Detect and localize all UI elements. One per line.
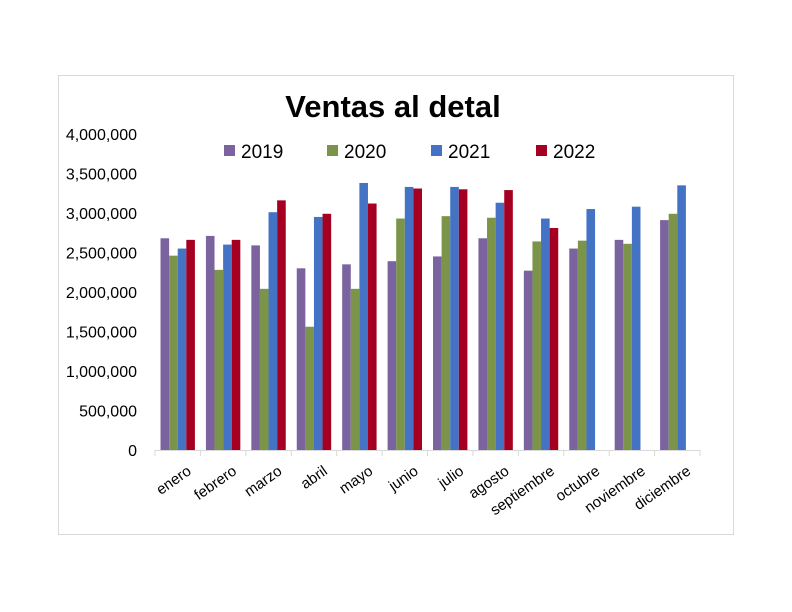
bar-2020-noviembre <box>623 243 632 450</box>
bar-2019-mayo <box>342 264 351 450</box>
legend-label-2021: 2021 <box>448 142 490 163</box>
legend-swatch-2019 <box>224 145 235 156</box>
bar-2021-noviembre <box>631 206 641 450</box>
bar-2019-junio <box>387 261 397 450</box>
legend-swatch-2022 <box>536 145 547 156</box>
legend-label-2022: 2022 <box>553 142 595 163</box>
y-axis: 0 500,000 1,000,000 1,500,000 2,000,000 2,500… <box>66 127 137 460</box>
bar-2020-marzo <box>259 288 269 450</box>
bar-2019-diciembre <box>660 220 669 450</box>
bar-2019-noviembre <box>614 239 624 450</box>
bar-2022-agosto <box>504 190 513 450</box>
bars <box>160 182 686 451</box>
bar-2019-octubre <box>569 248 578 450</box>
bar-2022-julio <box>458 189 468 451</box>
x-tick-label: junio <box>385 463 422 496</box>
y-tick-label: 3,500,000 <box>66 167 137 184</box>
y-tick-label: 2,000,000 <box>66 285 137 302</box>
x-tick-label: abril <box>298 463 331 493</box>
bar-2022-abril <box>322 213 332 450</box>
x-tick-label: julio <box>435 463 467 493</box>
y-tick-label: 4,000,000 <box>66 127 137 144</box>
chart-title: Ventas al detal <box>285 89 500 124</box>
bar-2021-febrero <box>223 244 232 450</box>
bar-2019-abril <box>296 268 306 450</box>
bar-2019-febrero <box>205 235 215 450</box>
bar-2022-septiembre <box>549 228 559 450</box>
y-tick-label: 1,000,000 <box>66 364 137 381</box>
legend-swatch-2021 <box>431 145 442 156</box>
bar-2020-agosto <box>487 217 496 450</box>
y-tick-label: 0 <box>128 443 137 460</box>
bar-2021-diciembre <box>677 185 686 450</box>
legend-label-2020: 2020 <box>344 142 386 163</box>
y-tick-label: 3,000,000 <box>66 206 137 223</box>
bar-2020-enero <box>169 255 178 450</box>
x-tick-label: febrero <box>191 463 240 504</box>
x-tick-label: enero <box>153 463 194 499</box>
bar-2020-abril <box>305 326 314 450</box>
x-tick-label: mayo <box>336 463 376 498</box>
bar-2021-abril <box>313 216 323 450</box>
y-tick-label: 2,500,000 <box>66 246 137 263</box>
bar-2019-enero <box>160 238 170 450</box>
bar-2021-junio <box>404 186 414 450</box>
legend-swatch-2020 <box>327 145 338 156</box>
legend: 2019 2020 2021 2022 <box>224 142 595 163</box>
bar-2021-enero <box>177 248 187 450</box>
y-tick-label: 500,000 <box>79 404 137 421</box>
bar-2020-febrero <box>214 269 224 450</box>
bar-2020-mayo <box>350 288 360 450</box>
bar-2019-septiembre <box>523 270 533 450</box>
bar-2020-diciembre <box>668 213 678 450</box>
bar-2021-octubre <box>586 209 596 450</box>
legend-label-2019: 2019 <box>241 142 283 163</box>
bar-2022-febrero <box>231 239 241 450</box>
y-tick-label: 1,500,000 <box>66 325 137 342</box>
bar-2019-marzo <box>251 245 260 450</box>
bar-2020-julio <box>441 216 451 450</box>
bar-2021-julio <box>450 186 459 450</box>
bar-2021-marzo <box>268 212 278 450</box>
bar-2022-marzo <box>277 200 286 450</box>
bar-2022-junio <box>413 188 422 450</box>
bar-2022-enero <box>186 239 195 450</box>
bar-2021-septiembre <box>541 218 550 450</box>
bar-2019-agosto <box>478 238 488 450</box>
bar-2021-mayo <box>359 182 368 451</box>
bar-2020-octubre <box>577 240 587 450</box>
bar-2019-julio <box>433 256 442 450</box>
bar-2020-septiembre <box>532 241 542 450</box>
bar-2021-agosto <box>495 202 505 450</box>
x-tick-label: marzo <box>241 463 285 501</box>
bar-2022-mayo <box>367 203 377 450</box>
bar-2020-junio <box>396 218 405 450</box>
